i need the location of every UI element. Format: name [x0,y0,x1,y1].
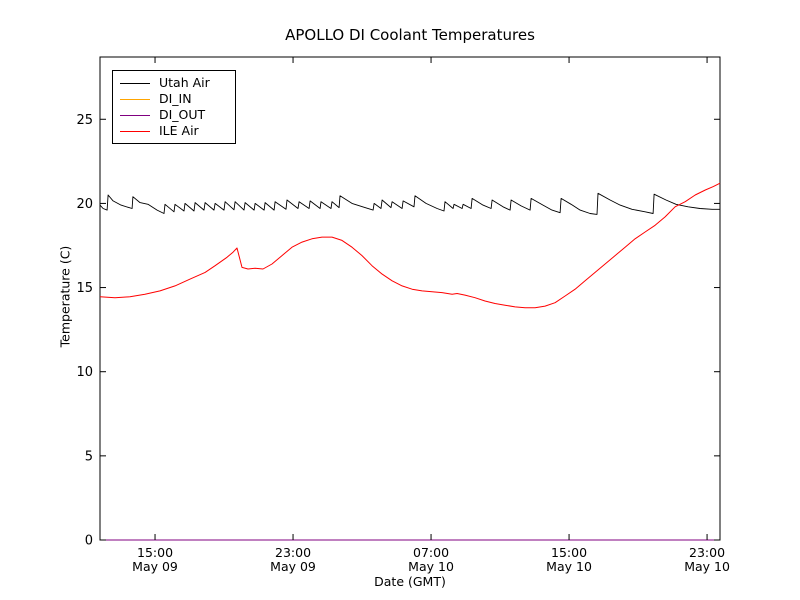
legend: Utah Air DI_IN DI_OUT ILE Air [112,70,236,144]
legend-line-ile-air [120,130,150,132]
legend-item-di-out: DI_OUT [120,107,229,123]
x-tick-label-time: 15:00 [551,545,587,560]
x-tick-label-time: 23:00 [689,545,725,560]
x-tick-label-date: May 10 [546,559,592,574]
x-axis-label: Date (GMT) [374,574,446,589]
y-axis-label: Temperature (C) [57,245,73,348]
legend-label-di-out: DI_OUT [159,107,206,122]
legend-item-di-in: DI_IN [120,91,229,107]
legend-label-ile-air: ILE Air [159,123,199,138]
x-tick-label-date: May 09 [132,559,178,574]
y-tick-label: 10 [76,365,93,380]
legend-label-utah-air: Utah Air [159,75,210,90]
y-tick-label: 15 [76,281,93,296]
y-tick-label: 0 [85,534,93,549]
x-tick-label-time: 15:00 [137,545,173,560]
chart-title: APOLLO DI Coolant Temperatures [285,26,535,44]
series-line-utah-air [99,192,720,215]
legend-line-di-out [120,114,150,116]
x-tick-label-time: 23:00 [275,545,311,560]
legend-item-ile-air: ILE Air [120,123,229,139]
legend-line-utah-air [120,82,150,84]
legend-line-di-in [120,98,150,100]
series-line-ile-air [99,182,721,309]
legend-item-utah-air: Utah Air [120,75,229,91]
x-tick-label-date: May 10 [408,559,454,574]
y-tick-label: 5 [85,449,93,464]
y-tick-label: 25 [76,113,93,128]
x-tick-label-date: May 09 [270,559,316,574]
legend-label-di-in: DI_IN [159,91,192,106]
x-tick-label-date: May 10 [684,559,730,574]
y-tick-label: 20 [76,197,93,212]
x-tick-label-time: 07:00 [413,545,449,560]
